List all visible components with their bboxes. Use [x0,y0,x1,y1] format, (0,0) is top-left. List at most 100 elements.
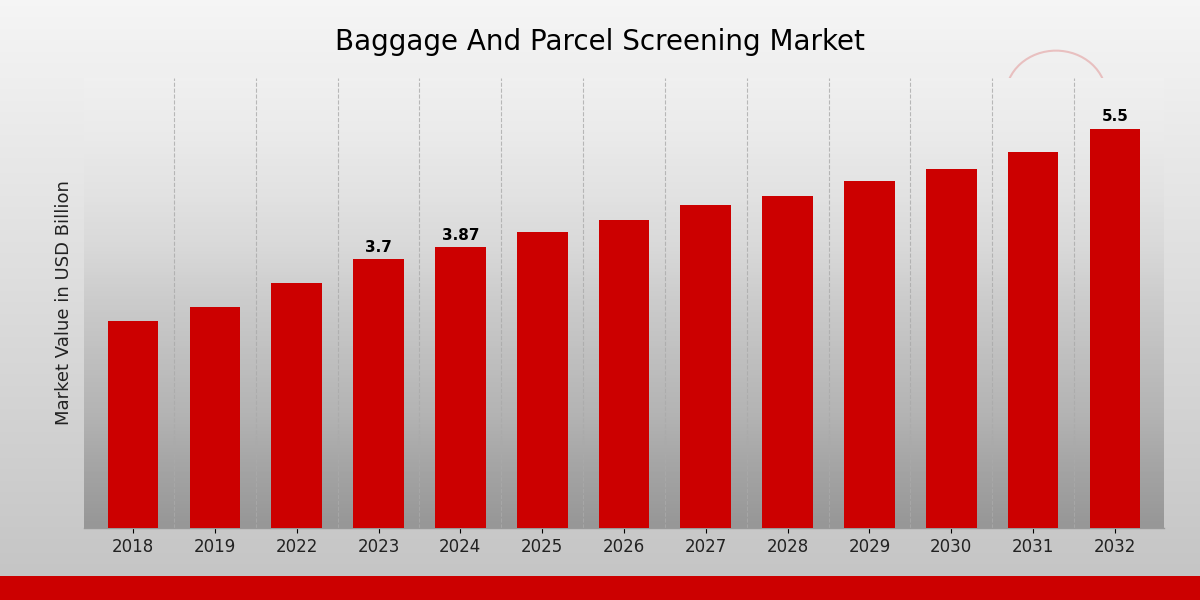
Bar [1090,129,1140,528]
Bar [0,49,1200,52]
Bar [0,92,1200,95]
Bar [0,0,1200,3]
Bar [0,173,1200,176]
Bar [0,360,1200,363]
Bar [0,461,1200,464]
Bar [0,196,1200,199]
Bar [0,176,1200,179]
Bar [0,282,1200,285]
Bar [0,469,1200,472]
Bar [0,559,1200,562]
Bar [0,553,1200,556]
Bar [0,83,1200,86]
Bar [0,251,1200,253]
Bar [0,115,1200,118]
Text: ⧖: ⧖ [1049,89,1063,113]
Bar [0,446,1200,449]
Bar [0,118,1200,121]
Bar [0,296,1200,299]
Bar [0,395,1200,397]
Bar [0,78,1200,80]
Bar [0,493,1200,496]
Bar [0,302,1200,305]
Bar [0,349,1200,352]
Bar [0,245,1200,248]
Bar [0,291,1200,294]
Bar [0,452,1200,455]
Bar [0,325,1200,328]
Bar [0,406,1200,409]
Bar [0,193,1200,196]
Bar [0,518,1200,521]
Bar [0,219,1200,222]
Bar [0,458,1200,461]
Bar [0,536,1200,539]
Bar [0,455,1200,458]
Bar [0,331,1200,334]
Bar [0,242,1200,245]
Bar [0,58,1200,61]
Bar [0,86,1200,89]
Bar [0,274,1200,277]
Bar [0,397,1200,400]
Bar [0,98,1200,101]
Bar [0,568,1200,570]
Text: Baggage And Parcel Screening Market: Baggage And Parcel Screening Market [335,28,865,56]
Text: 3.87: 3.87 [442,228,479,243]
Bar [0,533,1200,536]
Bar [0,6,1200,8]
Bar [0,150,1200,152]
Bar [0,210,1200,213]
Bar [0,121,1200,124]
Bar [0,412,1200,415]
Bar [0,20,1200,23]
Bar [0,224,1200,227]
Bar [0,268,1200,271]
Bar [0,305,1200,308]
Bar [0,239,1200,242]
Bar [0,167,1200,170]
Bar [0,61,1200,64]
Bar [0,95,1200,98]
Bar [0,432,1200,435]
Bar [0,294,1200,296]
Bar [0,66,1200,69]
Bar [0,389,1200,392]
Bar [0,233,1200,236]
Bar [436,247,486,528]
Bar [0,158,1200,161]
Bar [0,475,1200,478]
Bar [0,181,1200,184]
Bar [0,164,1200,167]
Bar [0,253,1200,256]
Bar [0,43,1200,46]
Bar [0,383,1200,386]
Bar [0,556,1200,559]
Bar [0,40,1200,43]
Bar [0,147,1200,150]
Bar [0,371,1200,374]
Bar [0,438,1200,440]
Bar [0,187,1200,190]
Bar [0,357,1200,360]
Y-axis label: Market Value in USD Billion: Market Value in USD Billion [55,181,73,425]
Bar [0,354,1200,357]
Bar [0,256,1200,259]
Bar [762,196,814,528]
Text: 5.5: 5.5 [1102,109,1128,124]
Bar [353,259,404,528]
Bar [0,64,1200,66]
Bar [0,72,1200,75]
Bar [0,104,1200,107]
Bar [0,32,1200,35]
Bar [0,403,1200,406]
Bar [0,544,1200,547]
Bar [0,37,1200,40]
Bar [0,11,1200,14]
Bar [0,133,1200,136]
Bar [680,205,731,528]
Bar [0,323,1200,325]
Bar [0,136,1200,138]
Bar [0,170,1200,173]
Bar [0,69,1200,72]
